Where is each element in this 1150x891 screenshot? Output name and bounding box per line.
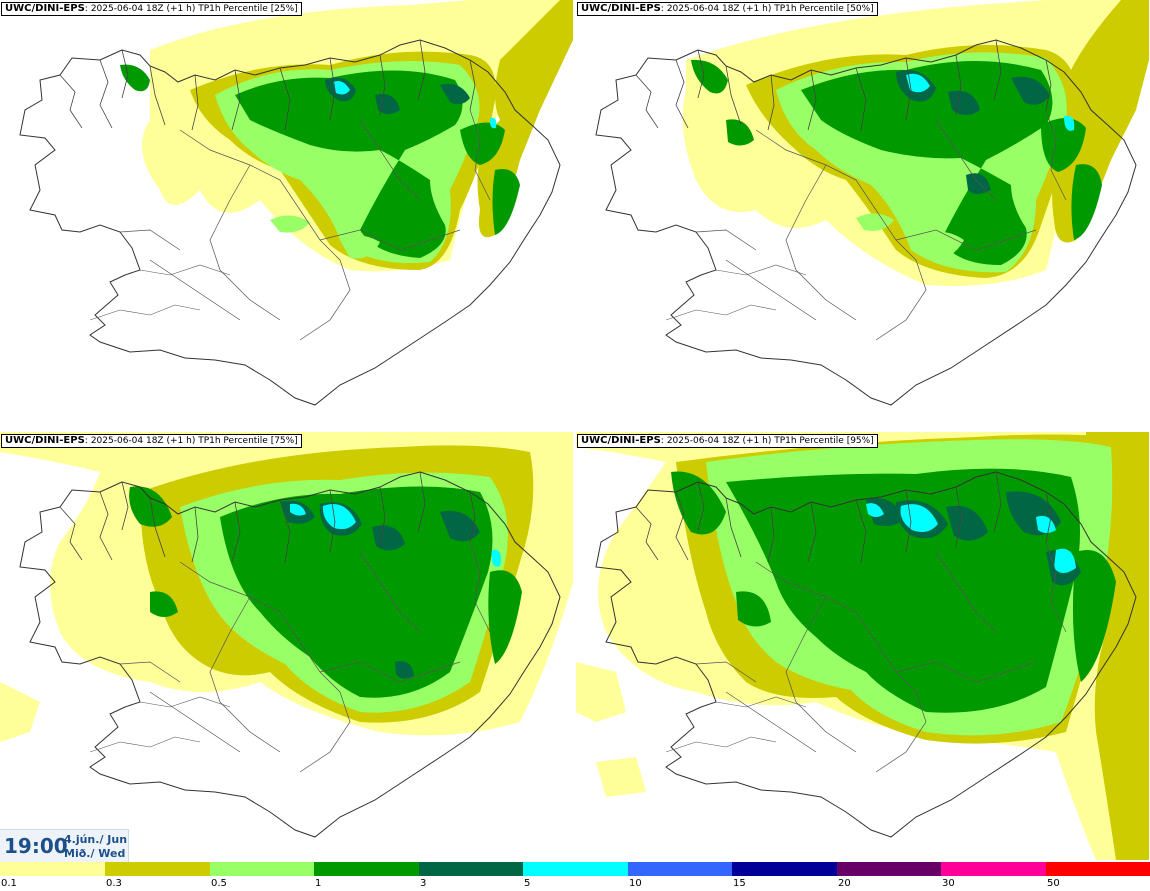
legend-swatch-6 <box>628 862 732 876</box>
legend-swatch-7 <box>732 862 837 876</box>
panel-title: UWC/DINI-EPS: 2025-06-04 18Z (+1 h) TP1h … <box>1 434 302 448</box>
valid-date-line2: Mið./ Wed <box>64 847 126 860</box>
panel-title: UWC/DINI-EPS: 2025-06-04 18Z (+1 h) TP1h … <box>577 2 878 16</box>
legend-label: 3 <box>420 878 427 889</box>
legend-label: 5 <box>524 878 531 889</box>
legend-label: 30 <box>942 878 955 889</box>
legend-swatch-4 <box>419 862 523 876</box>
legend-label: 50 <box>1047 878 1060 889</box>
map-panel-p50: UWC/DINI-EPS: 2025-06-04 18Z (+1 h) TP1h … <box>576 0 1149 428</box>
legend-label: 0.1 <box>1 878 17 889</box>
panel-title: UWC/DINI-EPS: 2025-06-04 18Z (+1 h) TP1h … <box>577 434 878 448</box>
legend-swatch-2 <box>210 862 314 876</box>
valid-time: 19:00 <box>4 834 68 858</box>
legend-swatch-5 <box>523 862 628 876</box>
legend-label: 0.3 <box>106 878 122 889</box>
legend-swatch-1 <box>105 862 210 876</box>
precip-map-p95 <box>576 432 1149 860</box>
precip-map-p75 <box>0 432 573 838</box>
panel-title: UWC/DINI-EPS: 2025-06-04 18Z (+1 h) TP1h … <box>1 2 302 16</box>
map-panel-p25: UWC/DINI-EPS: 2025-06-04 18Z (+1 h) TP1h … <box>0 0 573 428</box>
legend-label: 1 <box>315 878 322 889</box>
legend-label: 0.5 <box>211 878 227 889</box>
legend-label: 10 <box>629 878 642 889</box>
legend-swatch-3 <box>314 862 419 876</box>
precip-map-p50 <box>595 0 1149 406</box>
map-panel-p95: UWC/DINI-EPS: 2025-06-04 18Z (+1 h) TP1h … <box>576 432 1149 860</box>
legend-swatch-0 <box>0 862 105 876</box>
legend-label: 15 <box>733 878 746 889</box>
map-panel-p75: UWC/DINI-EPS: 2025-06-04 18Z (+1 h) TP1h … <box>0 432 573 860</box>
legend-swatch-10 <box>1046 862 1150 876</box>
legend-swatch-9 <box>941 862 1046 876</box>
legend-swatch-8 <box>837 862 941 876</box>
color-legend: 0.1 0.3 0.5 1 3 5 10 15 20 30 50 <box>0 862 1150 891</box>
valid-date-line1: 4.jún./ Jun <box>64 833 128 846</box>
legend-label: 20 <box>838 878 851 889</box>
valid-time-box: 19:00 4.jún./ Jun Mið./ Wed <box>0 829 129 862</box>
precip-map-p25 <box>19 0 573 406</box>
